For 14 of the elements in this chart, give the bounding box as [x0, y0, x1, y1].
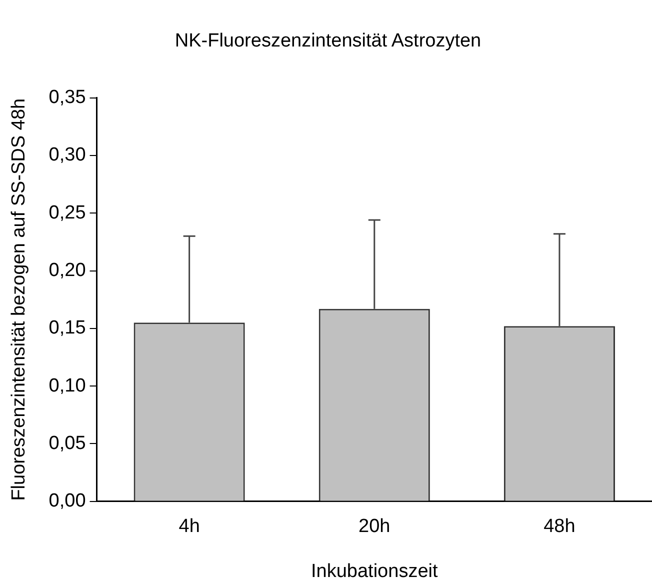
x-axis-title: Inkubationszeit: [311, 560, 438, 582]
x-tick-label: 20h: [358, 516, 390, 538]
x-tick-label: 4h: [178, 516, 200, 538]
y-tick-label: 0,35: [48, 87, 86, 108]
y-tick-label: 0,20: [48, 260, 86, 282]
y-tick-label: 0,05: [48, 432, 86, 454]
y-tick-label: 0,10: [48, 375, 86, 396]
y-axis-title: Fluoreszenzintensität bezogen auf SS-SDS 48h: [8, 98, 30, 501]
y-tick-label: 0,15: [48, 318, 86, 339]
y-tick-label: 0,25: [48, 202, 86, 224]
x-tick-label: 48h: [544, 516, 576, 538]
y-tick-label: 0,00: [48, 490, 86, 512]
y-tick-label: 0,30: [48, 144, 86, 166]
chart-title: NK-Fluoreszenzintensität Astrozyten: [174, 30, 482, 52]
